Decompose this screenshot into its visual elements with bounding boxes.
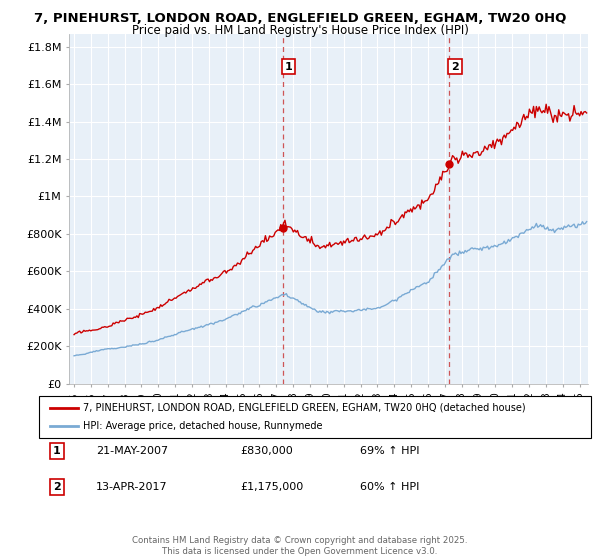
FancyBboxPatch shape — [39, 396, 591, 438]
Text: £1,175,000: £1,175,000 — [240, 482, 303, 492]
Text: 2: 2 — [53, 482, 61, 492]
Text: £830,000: £830,000 — [240, 446, 293, 456]
Text: 69% ↑ HPI: 69% ↑ HPI — [360, 446, 419, 456]
Text: 21-MAY-2007: 21-MAY-2007 — [96, 446, 168, 456]
Text: 7, PINEHURST, LONDON ROAD, ENGLEFIELD GREEN, EGHAM, TW20 0HQ: 7, PINEHURST, LONDON ROAD, ENGLEFIELD GR… — [34, 12, 566, 25]
Text: 7, PINEHURST, LONDON ROAD, ENGLEFIELD GREEN, EGHAM, TW20 0HQ (detached house): 7, PINEHURST, LONDON ROAD, ENGLEFIELD GR… — [83, 403, 526, 413]
Text: 13-APR-2017: 13-APR-2017 — [96, 482, 167, 492]
Text: Contains HM Land Registry data © Crown copyright and database right 2025.
This d: Contains HM Land Registry data © Crown c… — [132, 536, 468, 556]
Text: 2: 2 — [451, 62, 459, 72]
Text: HPI: Average price, detached house, Runnymede: HPI: Average price, detached house, Runn… — [83, 421, 323, 431]
Text: 1: 1 — [284, 62, 292, 72]
Text: 60% ↑ HPI: 60% ↑ HPI — [360, 482, 419, 492]
Text: Price paid vs. HM Land Registry's House Price Index (HPI): Price paid vs. HM Land Registry's House … — [131, 24, 469, 37]
Text: 1: 1 — [53, 446, 61, 456]
